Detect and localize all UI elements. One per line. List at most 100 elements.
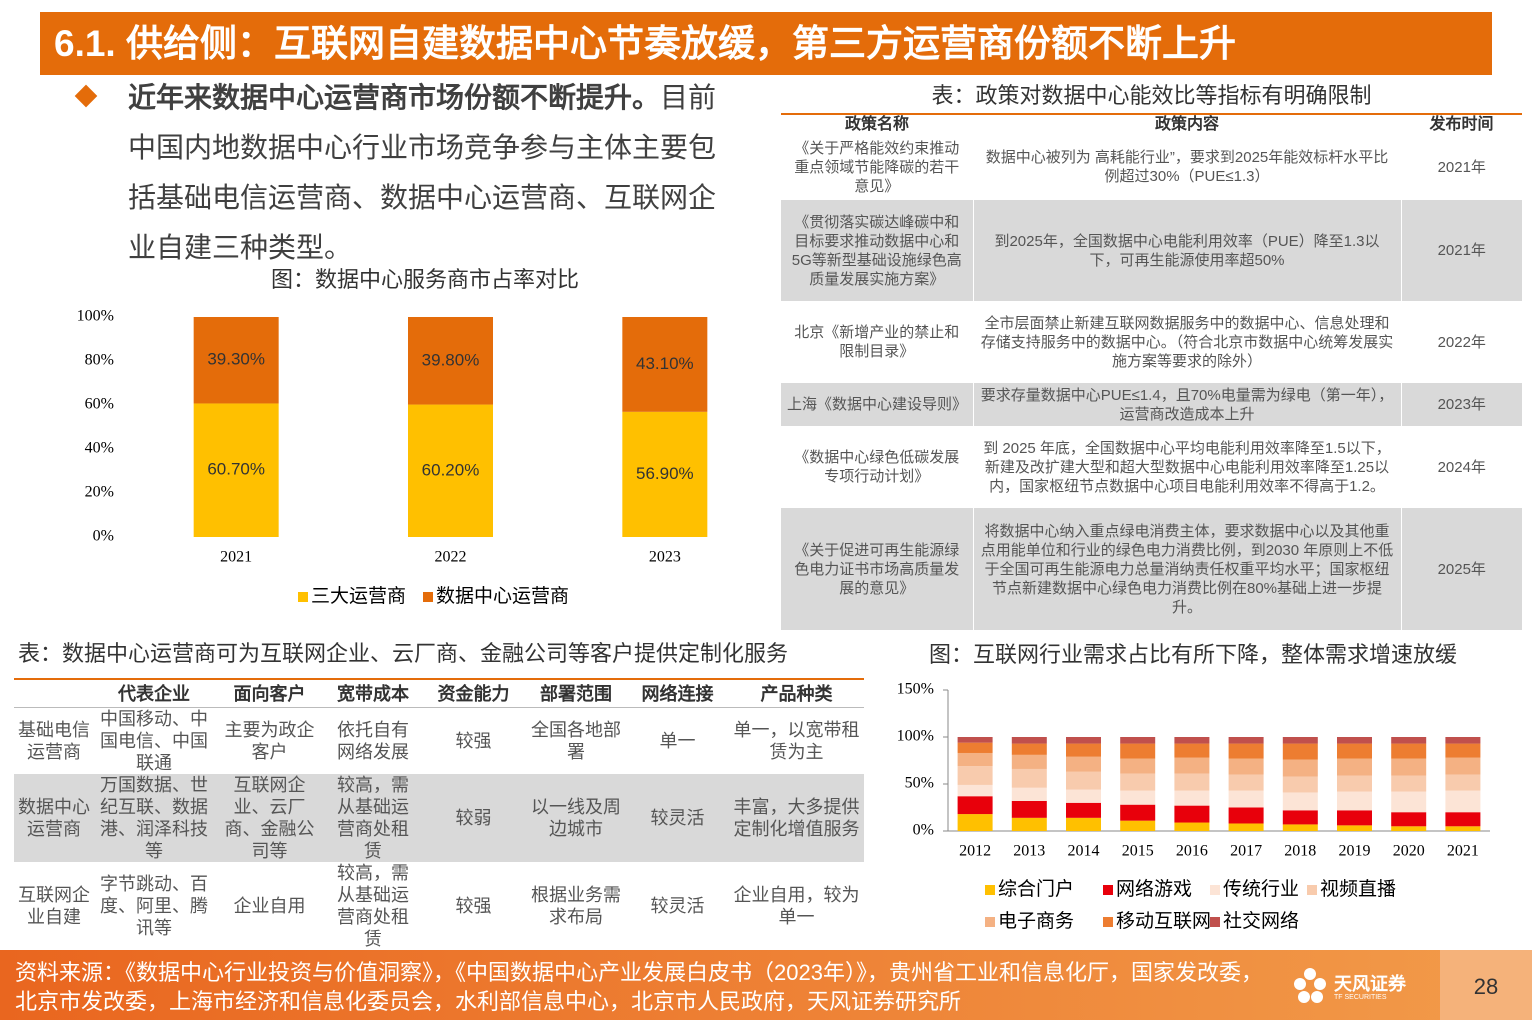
legend-swatch	[985, 885, 995, 895]
bar-segment	[1228, 790, 1264, 808]
bar-segment	[1011, 817, 1047, 831]
legend-label: 综合门户	[998, 878, 1074, 900]
bar-segment	[1066, 802, 1101, 818]
bar-segment	[1391, 791, 1427, 813]
table-cell: 北京《新增产业的禁止和限制目录》	[781, 301, 974, 383]
bar-segment	[1120, 773, 1156, 791]
x-tick-label: 2013	[1013, 843, 1045, 860]
bar-segment	[1174, 737, 1210, 744]
header-cell: 面向客户	[233, 684, 306, 705]
header-cell: 产品种类	[760, 684, 833, 705]
table-cell: 企业自用	[233, 895, 306, 916]
header-cell: 宽带成本	[337, 684, 409, 705]
bullet-icon	[74, 84, 98, 108]
table-cell: 较高，需从基础运营商处租赁	[337, 774, 409, 861]
bar-segment	[1011, 787, 1047, 801]
table-cell: 较灵活	[650, 807, 705, 828]
bar-segment	[1228, 823, 1264, 831]
table-row: 《关于严格能效约束推动重点领域节能降碳的若干意见》 数据中心被列为 高耗能行业”，…	[781, 134, 1522, 200]
table-cell: 基础电信运营商	[18, 719, 90, 762]
bar-segment	[1174, 790, 1210, 806]
y-tick-label: 50%	[905, 775, 934, 792]
market-share-chart: 图：数据中心服务商市占率对比 0% 20% 40% 60% 80% 100% 2021 60.7…	[77, 267, 708, 607]
bar-segment	[1282, 810, 1318, 825]
header-cell: 资金能力	[437, 684, 510, 705]
policy-table-title: 表：政策对数据中心能效比等指标有明确限制	[781, 78, 1522, 115]
bar-segment	[1120, 737, 1156, 744]
table-cell: 《关于促进可再生能源绿色电力证书市场高质量发展的意见》	[781, 508, 974, 630]
page-number: 28	[1440, 950, 1532, 1020]
x-tick-label: 2018	[1284, 843, 1316, 860]
table-cell: 《贯彻落实碳达峰碳中和目标要求推动数据中心和5G等新型基础设施绿色高质量发展实施…	[781, 200, 974, 301]
bar-segment	[1120, 758, 1156, 774]
value-label: 56.90%	[636, 464, 694, 483]
bar-segment	[1391, 812, 1427, 827]
header-bar: 6.1. 供给侧：互联网自建数据中心节奏放缓，第三方运营商份额不断上升	[40, 12, 1492, 75]
table-cell: 根据业务需求布局	[531, 884, 621, 927]
footer-source: 资料来源：《数据中心行业投资与价值洞察》，《中国数据中心产业发展白皮书（2023…	[15, 960, 1263, 1014]
legend-swatch	[1103, 917, 1113, 927]
bar-segment	[1337, 791, 1372, 811]
legend-label: 电子商务	[998, 910, 1074, 932]
bar-segment	[1120, 743, 1156, 759]
bar-segment	[1445, 743, 1481, 758]
bar-segment	[1282, 743, 1318, 760]
bar-segment	[1174, 822, 1210, 831]
bullet-body: 目前中国内地数据中心行业市场竞争参与主体主要包括基础电信运营商、数据中心运营商、…	[128, 82, 717, 263]
value-label: 39.30%	[207, 350, 265, 369]
table-cell: 字节跳动、百度、阿里、腾讯等	[100, 873, 208, 938]
table-cell: 企业自用，较为单一	[733, 884, 860, 927]
x-tick-label: 2012	[959, 843, 991, 860]
table-row: 《关于促进可再生能源绿色电力证书市场高质量发展的意见》 将数据中心纳入重点绿电消费…	[781, 508, 1522, 630]
table-cell: 较强	[455, 895, 492, 916]
bar-segment	[957, 814, 993, 831]
bar-segment	[1174, 773, 1210, 791]
table-cell: 到 2025 年底，全国数据中心平均电能利用效率降至1.5以下，新建及改扩建大型…	[973, 426, 1402, 508]
y-tick-label: 20%	[85, 484, 114, 501]
header-cell: 政策内容	[1154, 116, 1219, 133]
bar-segment	[1066, 817, 1101, 831]
chart-title: 图：数据中心服务商市占率对比	[271, 267, 579, 292]
x-tick-label: 2022	[435, 549, 467, 566]
table-cell: 以一线及周边城市	[531, 796, 621, 839]
legend-swatch	[985, 917, 995, 927]
bar-segment	[1282, 776, 1318, 793]
bar-segment	[1337, 775, 1372, 792]
x-tick-label: 2016	[1176, 843, 1208, 860]
table-cell: 较弱	[455, 807, 492, 828]
x-tick-label: 2015	[1122, 843, 1154, 860]
y-tick-label: 40%	[85, 440, 114, 457]
table-cell: 2021年	[1437, 242, 1486, 259]
bar-segment	[1066, 743, 1101, 757]
footer-bar: 资料来源：《数据中心行业投资与价值洞察》，《中国数据中心产业发展白皮书（2023…	[0, 950, 1532, 1020]
table-row: 基础电信运营商 中国移动、中国电信、中国联通 主要为政企客户 依托自有网络发展 较强 全国…	[14, 707, 864, 774]
bar-segment	[1066, 737, 1101, 744]
legend-label: 传统行业	[1223, 878, 1299, 900]
bar-segment	[1337, 825, 1372, 831]
table-row: 互联网企业自建 字节跳动、百度、阿里、腾讯等 企业自用 较高，需从基础运营商处租赁 较强…	[14, 862, 864, 950]
x-tick-label: 2021	[1447, 843, 1479, 860]
table-row: 北京《新增产业的禁止和限制目录》 全市层面禁止新建互联网数据服务中的数据中心、信息…	[781, 301, 1522, 383]
bar-segment	[1391, 758, 1427, 776]
bullet-lead: 近年来数据中心运营商市场份额不断提升。	[128, 82, 661, 113]
bar-segment	[1066, 789, 1101, 803]
table-cell: 2021年	[1437, 158, 1486, 176]
legend-swatch	[298, 592, 308, 602]
table-cell: 全市层面禁止新建互联网数据服务中的数据中心、信息处理和存储支持服务中的数据中心。…	[973, 301, 1402, 383]
bar-segment	[957, 766, 993, 785]
bar-segment	[1445, 812, 1481, 827]
bar-segment	[622, 411, 708, 537]
legend-swatch	[1210, 885, 1220, 895]
bar-segment	[408, 404, 493, 537]
header-title: 6.1. 供给侧：互联网自建数据中心节奏放缓，第三方运营商份额不断上升	[54, 23, 1236, 64]
y-tick-label: 60%	[85, 396, 114, 413]
bar-segment	[1011, 754, 1047, 769]
bar-segment	[1445, 826, 1481, 831]
bar-segment	[193, 403, 279, 537]
legend-label: 移动互联网	[1116, 910, 1211, 932]
bar-segment	[1445, 774, 1481, 791]
brand-en: TF SECURITIES	[1334, 994, 1387, 1001]
bar-segment	[1445, 737, 1481, 744]
header-corner	[14, 679, 94, 707]
bar-segment	[957, 737, 993, 743]
